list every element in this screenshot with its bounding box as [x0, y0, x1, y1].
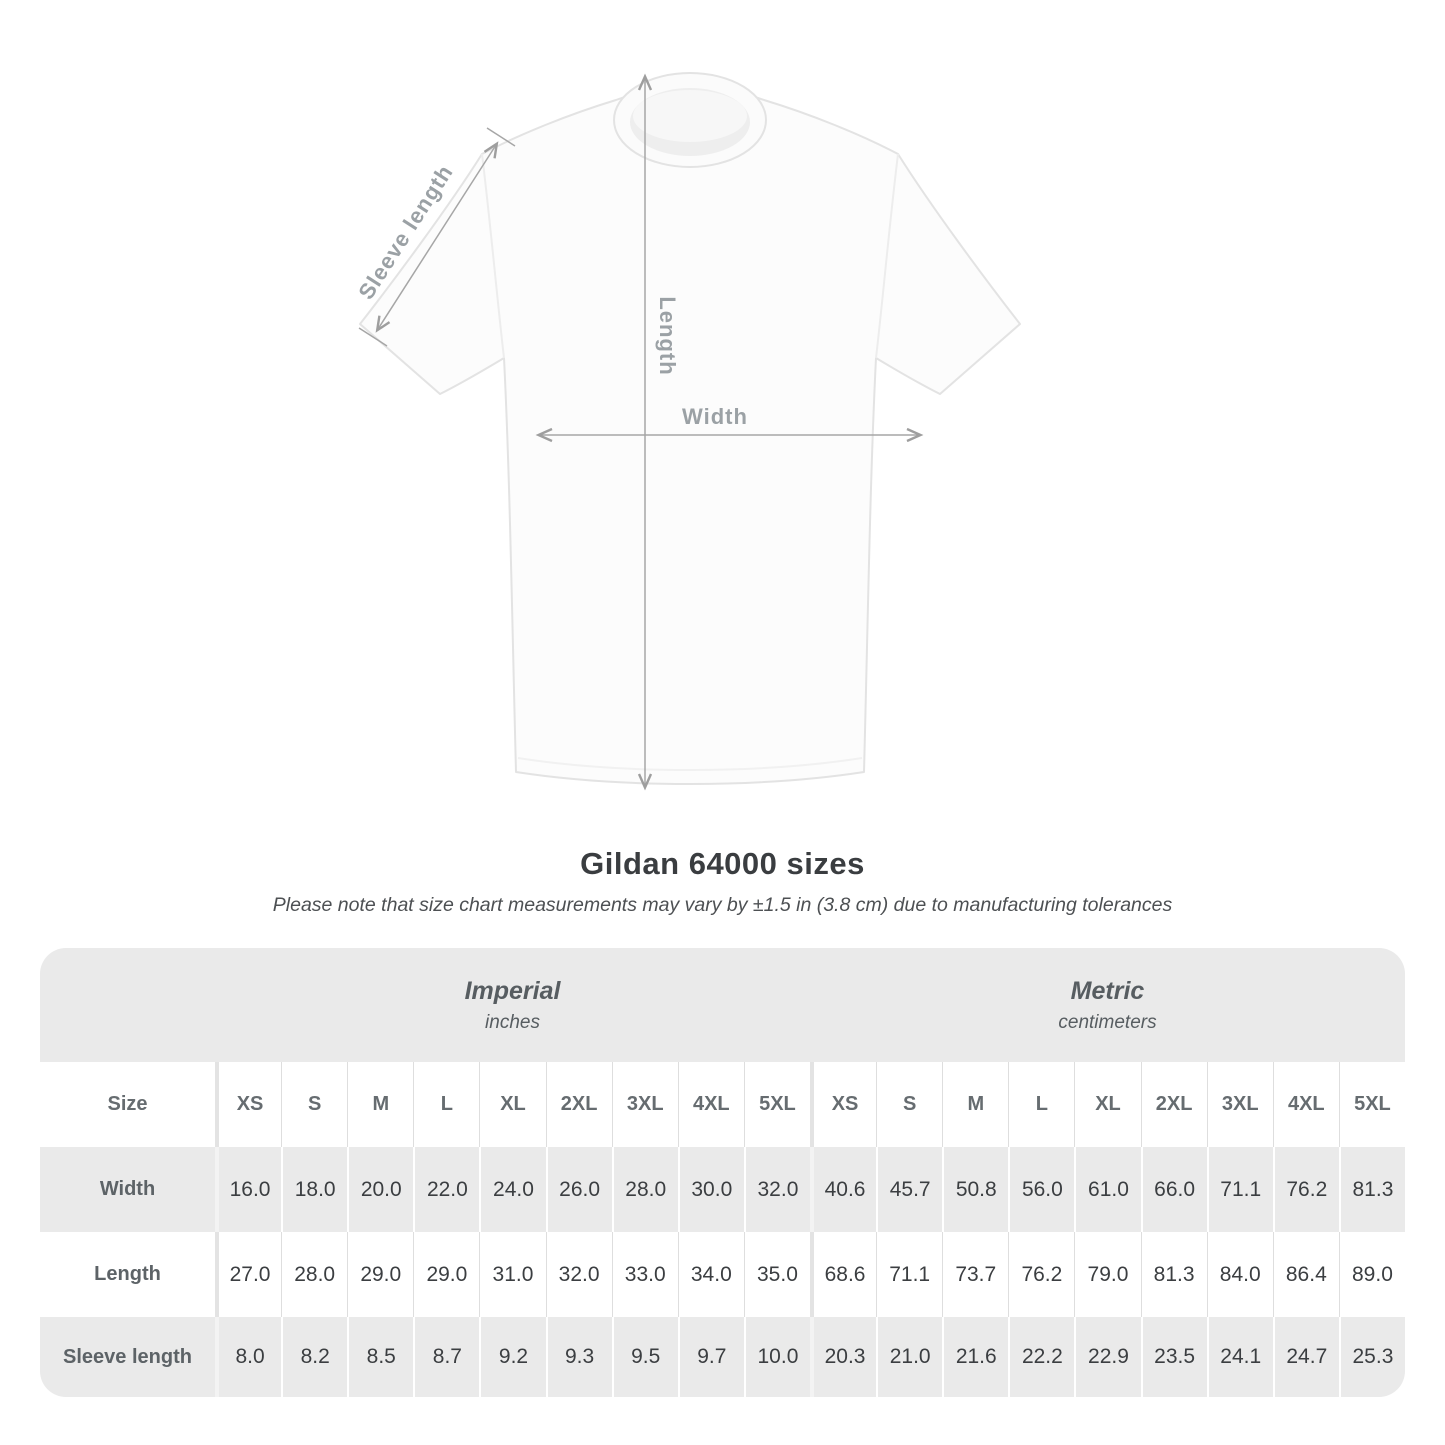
tshirt-illustration: Width Length Sleeve length: [353, 72, 1021, 791]
value-cell: 61.0: [1074, 1147, 1141, 1232]
value-cell: 76.2: [1008, 1232, 1075, 1317]
value-cell: 9.2: [479, 1317, 546, 1397]
value-cell: 26.0: [545, 1147, 612, 1232]
value-cell: 23.5: [1140, 1317, 1207, 1397]
page-title: Gildan 64000 sizes: [580, 846, 865, 881]
size-header-cell: XS: [810, 1062, 877, 1147]
value-cell: 29.0: [347, 1232, 414, 1317]
size-column-header: Size: [40, 1062, 215, 1147]
table-row: Size XS S M L XL 2XL 3XL 4XL 5XL XS S M L XL 2XL 3XL 4XL 5…: [40, 1062, 1405, 1147]
value-cell: 66.0: [1140, 1147, 1207, 1232]
imperial-group-header: Imperial inches: [215, 948, 810, 1062]
dimension-arrows: [358, 73, 924, 791]
tolerance-note: Please note that size chart measurements…: [272, 894, 1173, 916]
value-cell: 18.0: [281, 1147, 348, 1232]
size-header-cell: 5XL: [743, 1062, 810, 1147]
size-header-cell: L: [1008, 1062, 1075, 1147]
value-cell: 34.0: [677, 1232, 744, 1317]
value-cell: 20.0: [347, 1147, 414, 1232]
size-header-cell: 2XL: [1140, 1062, 1207, 1147]
value-cell: 24.7: [1272, 1317, 1339, 1397]
size-header-cell: 2XL: [545, 1062, 612, 1147]
metric-label: Metric: [1070, 976, 1145, 1005]
table-rows: Size XS S M L XL 2XL 3XL 4XL 5XL XS S M L XL 2XL 3XL 4XL 5…: [40, 1062, 1405, 1397]
size-diagram: Width Length Sleeve length: [330, 58, 1040, 808]
value-cell: 24.0: [479, 1147, 546, 1232]
value-cell: 8.5: [347, 1317, 414, 1397]
value-cell: 28.0: [611, 1147, 678, 1232]
table-row: Sleeve length 8.0 8.2 8.5 8.7 9.2 9.3 9.5 9.7 10.…: [40, 1317, 1405, 1397]
table-header-band: Imperial inches Metric centimeters: [40, 948, 1405, 1062]
width-label: Width: [682, 404, 748, 429]
value-cell: 76.2: [1272, 1147, 1339, 1232]
value-cell: 9.5: [611, 1317, 678, 1397]
size-header-cell: M: [942, 1062, 1009, 1147]
row-label: Length: [40, 1232, 215, 1317]
value-cell: 84.0: [1206, 1232, 1273, 1317]
value-cell: 45.7: [876, 1147, 943, 1232]
value-cell: 35.0: [743, 1232, 810, 1317]
value-cell: 24.1: [1206, 1317, 1273, 1397]
value-cell: 71.1: [876, 1232, 943, 1317]
size-header-cell: S: [281, 1062, 348, 1147]
value-cell: 20.3: [810, 1317, 877, 1397]
value-cell: 8.7: [413, 1317, 480, 1397]
size-header-cell: XL: [479, 1062, 546, 1147]
size-header-cell: 3XL: [611, 1062, 678, 1147]
value-cell: 9.7: [677, 1317, 744, 1397]
sleeve-arrow: [375, 141, 499, 333]
value-cell: 8.0: [215, 1317, 282, 1397]
value-cell: 31.0: [479, 1232, 546, 1317]
value-cell: 22.0: [413, 1147, 480, 1232]
value-cell: 8.2: [281, 1317, 348, 1397]
value-cell: 86.4: [1272, 1232, 1339, 1317]
metric-unit-label: centimeters: [1058, 1011, 1157, 1033]
value-cell: 21.6: [942, 1317, 1009, 1397]
value-cell: 22.9: [1074, 1317, 1141, 1397]
imperial-unit-label: inches: [485, 1011, 540, 1033]
value-cell: 25.3: [1338, 1317, 1405, 1397]
sleeve-tick-bottom: [358, 327, 388, 347]
value-cell: 50.8: [942, 1147, 1009, 1232]
value-cell: 73.7: [942, 1232, 1009, 1317]
value-cell: 29.0: [413, 1232, 480, 1317]
value-cell: 22.2: [1008, 1317, 1075, 1397]
table-row: Length 27.0 28.0 29.0 29.0 31.0 32.0 33.0 34.0 35…: [40, 1232, 1405, 1317]
table-row: Width 16.0 18.0 20.0 22.0 24.0 26.0 28.0 30.0 32.…: [40, 1147, 1405, 1232]
value-cell: 89.0: [1338, 1232, 1405, 1317]
imperial-label: Imperial: [464, 976, 561, 1005]
value-cell: 10.0: [743, 1317, 810, 1397]
value-cell: 32.0: [743, 1147, 810, 1232]
value-cell: 16.0: [215, 1147, 282, 1232]
value-cell: 81.3: [1338, 1147, 1405, 1232]
size-header-cell: S: [876, 1062, 943, 1147]
value-cell: 32.0: [545, 1232, 612, 1317]
value-cell: 27.0: [215, 1232, 282, 1317]
value-cell: 81.3: [1140, 1232, 1207, 1317]
size-header-cell: 4XL: [1272, 1062, 1339, 1147]
length-label: Length: [655, 296, 680, 375]
value-cell: 9.3: [545, 1317, 612, 1397]
size-header-cell: XS: [215, 1062, 282, 1147]
value-cell: 21.0: [876, 1317, 943, 1397]
size-header-cell: 3XL: [1206, 1062, 1273, 1147]
metric-group-header: Metric centimeters: [810, 948, 1405, 1062]
value-cell: 33.0: [611, 1232, 678, 1317]
value-cell: 79.0: [1074, 1232, 1141, 1317]
size-header-cell: XL: [1074, 1062, 1141, 1147]
sleeve-tick-top: [486, 127, 516, 147]
size-header-cell: L: [413, 1062, 480, 1147]
value-cell: 71.1: [1206, 1147, 1273, 1232]
row-label: Sleeve length: [40, 1317, 215, 1397]
value-cell: 30.0: [677, 1147, 744, 1232]
value-cell: 68.6: [810, 1232, 877, 1317]
size-table: Imperial inches Metric centimeters Size X…: [40, 948, 1405, 1397]
value-cell: 28.0: [281, 1232, 348, 1317]
row-label: Width: [40, 1147, 215, 1232]
size-header-cell: M: [347, 1062, 414, 1147]
value-cell: 56.0: [1008, 1147, 1075, 1232]
value-cell: 40.6: [810, 1147, 877, 1232]
size-header-cell: 5XL: [1338, 1062, 1405, 1147]
size-header-cell: 4XL: [677, 1062, 744, 1147]
